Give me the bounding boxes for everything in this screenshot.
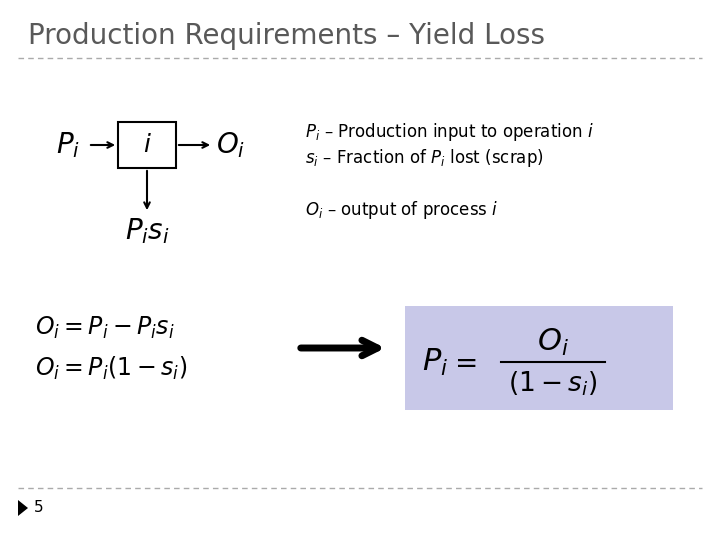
Text: Production Requirements – Yield Loss: Production Requirements – Yield Loss <box>28 22 545 50</box>
Text: $P_i$: $P_i$ <box>56 130 80 160</box>
Text: $=$: $=$ <box>449 348 477 376</box>
Text: $O_i$: $O_i$ <box>217 130 246 160</box>
Text: $O_i$ – output of process $i$: $O_i$ – output of process $i$ <box>305 199 498 221</box>
Bar <box>405 306 673 410</box>
Text: 5: 5 <box>34 501 44 516</box>
Text: $s_i$ – Fraction of $P_i$ lost (scrap): $s_i$ – Fraction of $P_i$ lost (scrap) <box>305 147 544 169</box>
Text: $O_i = P_i(1 - s_i)$: $O_i = P_i(1 - s_i)$ <box>35 354 187 382</box>
Text: $O_i = P_i - P_i s_i$: $O_i = P_i - P_i s_i$ <box>35 315 175 341</box>
Text: $P_i$: $P_i$ <box>422 347 448 377</box>
Bar <box>118 122 176 168</box>
Text: $P_i s_i$: $P_i s_i$ <box>125 216 169 246</box>
Polygon shape <box>18 500 28 516</box>
Text: $(1 - s_i)$: $(1 - s_i)$ <box>508 370 598 399</box>
Text: $O_i$: $O_i$ <box>537 327 569 357</box>
Text: $P_i$ – Production input to operation $i$: $P_i$ – Production input to operation $i… <box>305 121 594 143</box>
Text: $i$: $i$ <box>143 133 151 157</box>
